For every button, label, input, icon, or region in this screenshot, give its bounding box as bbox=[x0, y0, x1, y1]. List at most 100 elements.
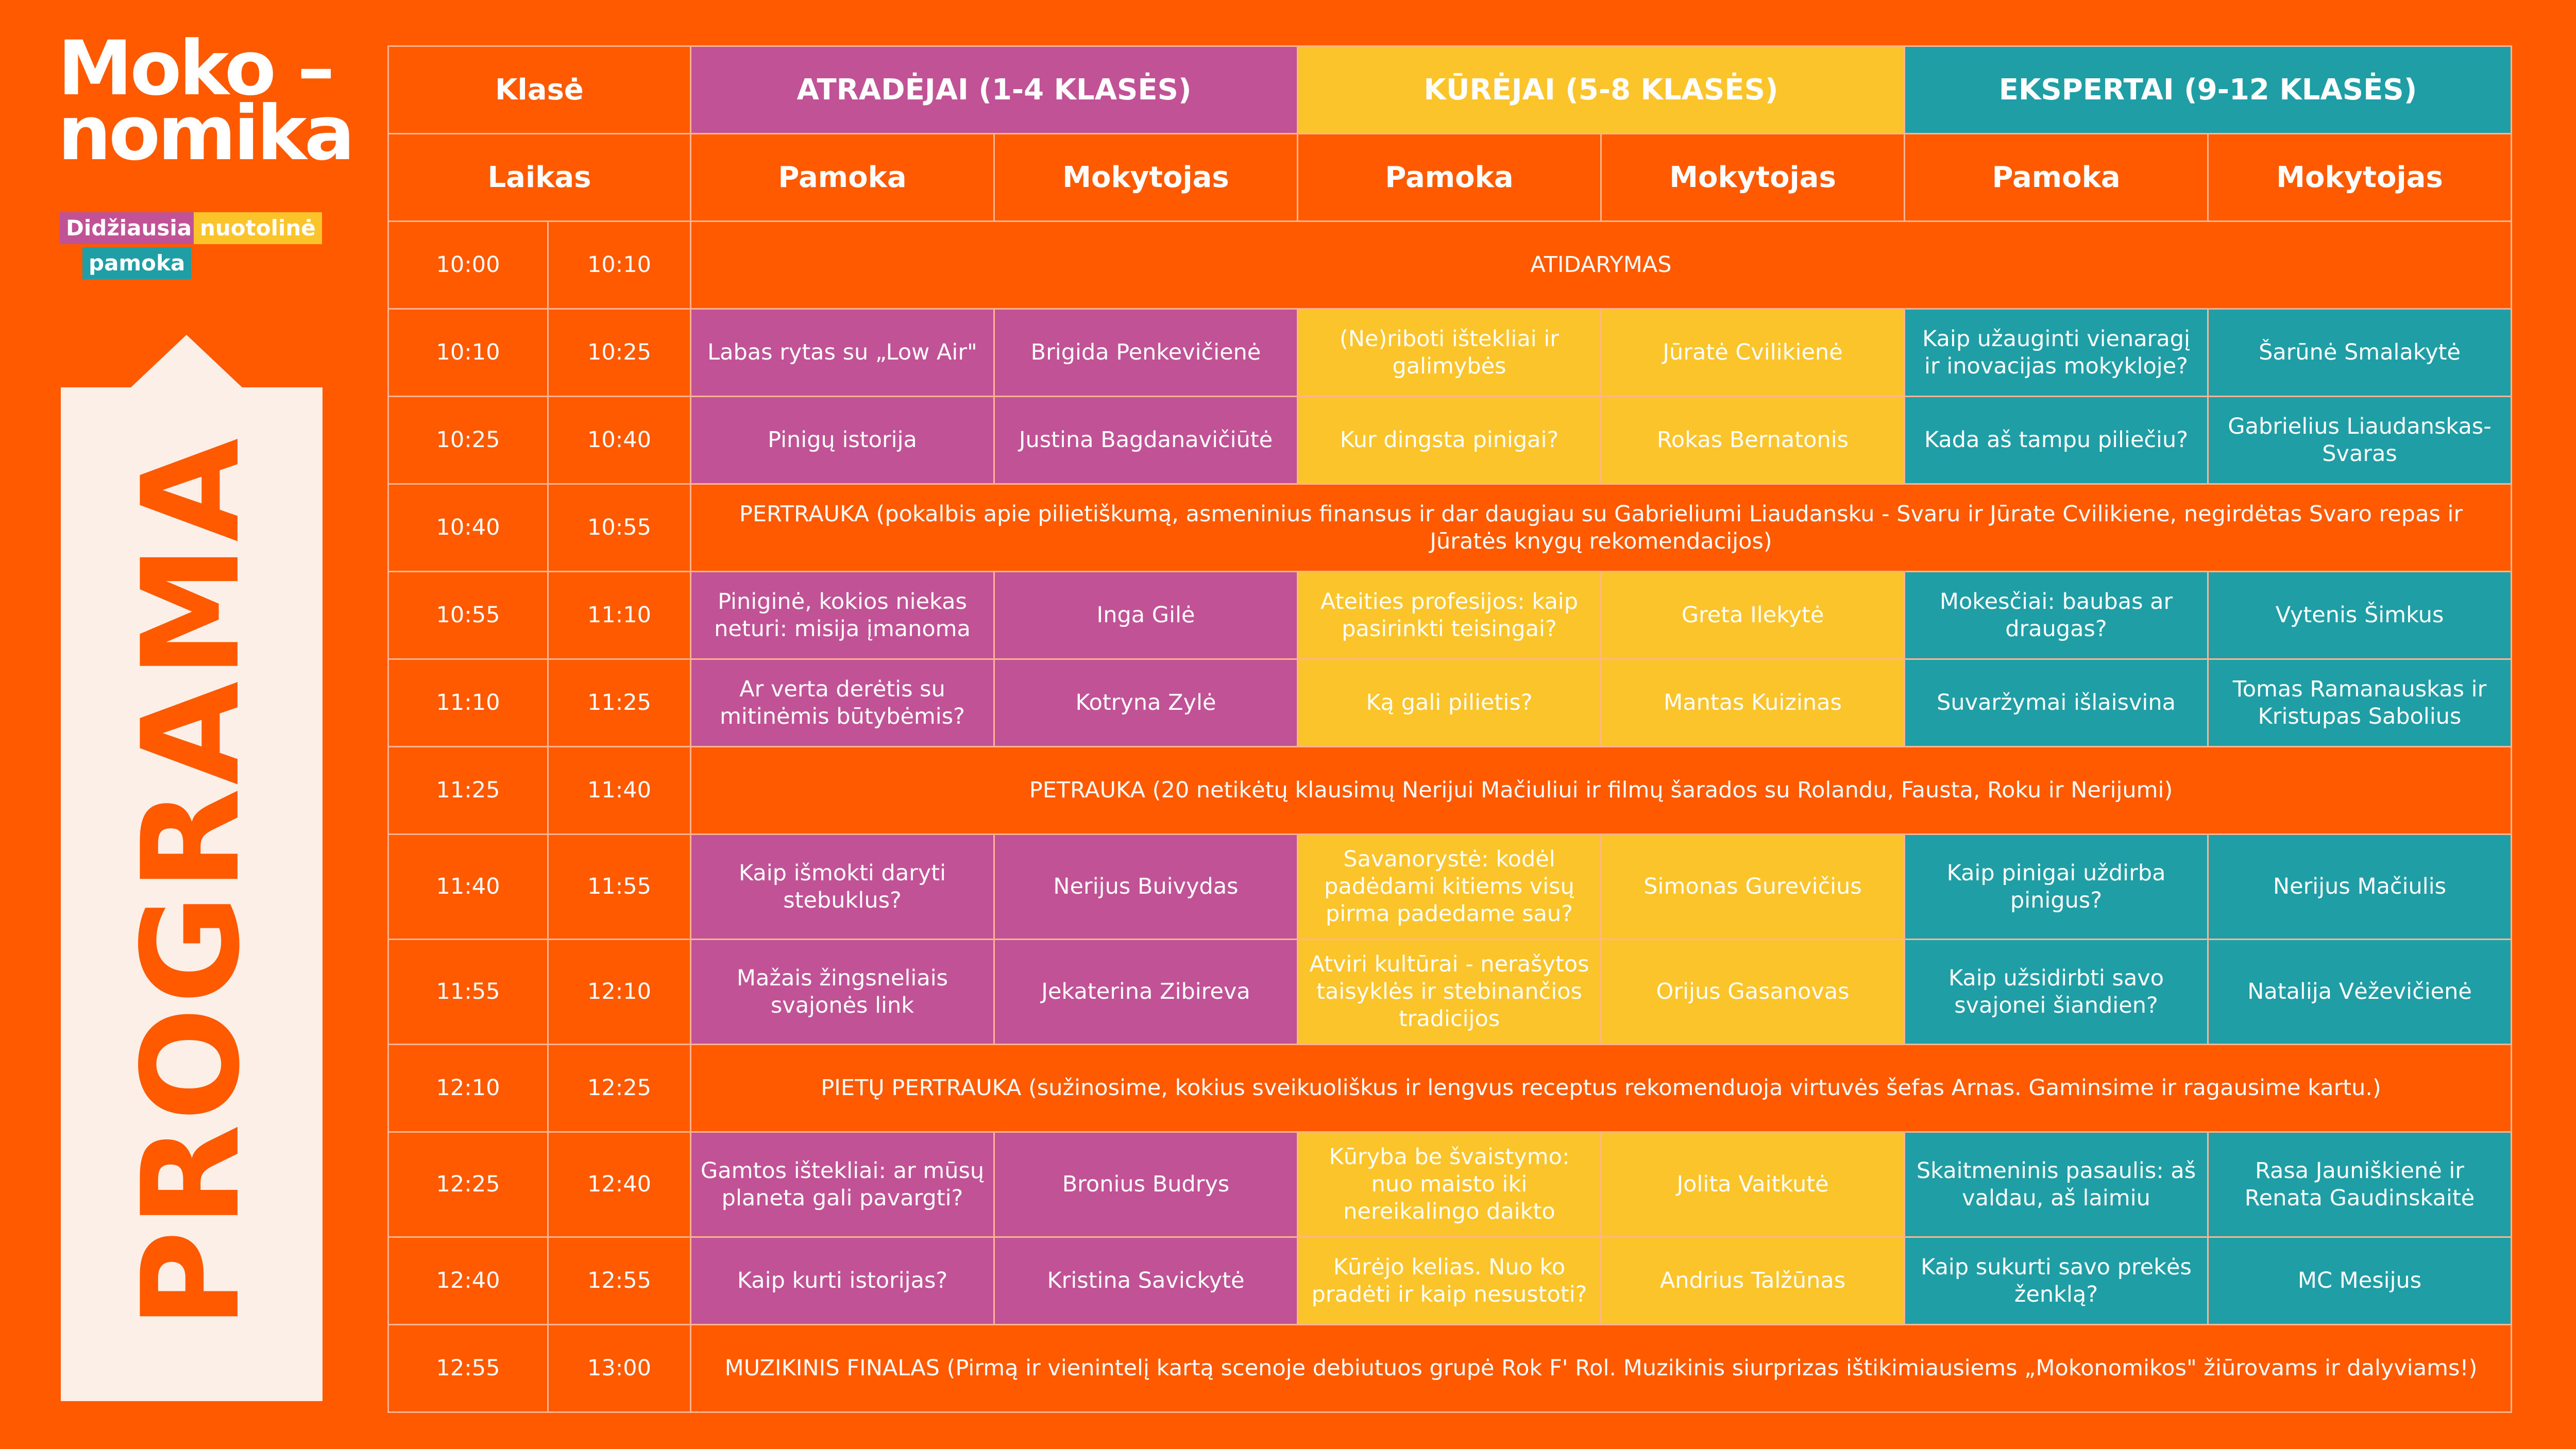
lesson-kurejai: Atviri kultūrai - nerašytos taisyklės ir… bbox=[1297, 939, 1602, 1045]
tag-didziausia: Didžiausia bbox=[60, 212, 198, 244]
lesson-atradejai: Pinigų istorija bbox=[690, 396, 995, 485]
schedule-row: 12:40 12:55 Kaip kurti istorijas? Kristina … bbox=[387, 1236, 2513, 1325]
break-row: 10:00 10:10 ATIDARYMAS bbox=[387, 220, 2513, 310]
teacher-kurejai: Rokas Bernatonis bbox=[1600, 396, 1906, 485]
lesson-kurejai: Ateities profesijos: kaip pasirinkti tei… bbox=[1297, 571, 1602, 660]
schedule-row: 11:40 11:55 Kaip išmokti daryti stebuklus?… bbox=[387, 833, 2513, 940]
lesson-kurejai: Savanorystė: kodėl padėdami kitiems visų… bbox=[1297, 833, 1602, 940]
lesson-ekspertai: Mokesčiai: baubas ar draugas? bbox=[1904, 571, 2209, 660]
lesson-atradejai: Kaip išmokti daryti stebuklus? bbox=[690, 833, 995, 940]
end-time: 12:10 bbox=[547, 939, 692, 1045]
end-time: 11:25 bbox=[547, 658, 692, 747]
header-pamoka: Pamoka bbox=[690, 133, 995, 222]
break-description: ATIDARYMAS bbox=[690, 220, 2513, 310]
tag-nuotoline: nuotolinė bbox=[194, 212, 322, 244]
teacher-atradejai: Kristina Savickytė bbox=[993, 1236, 1299, 1325]
start-time: 10:40 bbox=[387, 483, 549, 572]
teacher-ekspertai: Šarūnė Smalakytė bbox=[2207, 308, 2513, 397]
lesson-atradejai: Labas rytas su „Low Air" bbox=[690, 308, 995, 397]
teacher-ekspertai: Vytenis Šimkus bbox=[2207, 571, 2513, 660]
lesson-kurejai: Kur dingsta pinigai? bbox=[1297, 396, 1602, 485]
end-time: 11:55 bbox=[547, 833, 692, 940]
teacher-kurejai: Orijus Gasanovas bbox=[1600, 939, 1906, 1045]
end-time: 11:40 bbox=[547, 746, 692, 835]
schedule-row: 10:55 11:10 Piniginė, kokios niekas neturi… bbox=[387, 571, 2513, 660]
lesson-kurejai: Kūrėjo kelias. Nuo ko pradėti ir kaip ne… bbox=[1297, 1236, 1602, 1325]
lesson-kurejai: Kūryba be švaistymo: nuo maisto iki nere… bbox=[1297, 1131, 1602, 1238]
lesson-ekspertai: Skaitmeninis pasaulis: aš valdau, aš lai… bbox=[1904, 1131, 2209, 1238]
lesson-atradejai: Piniginė, kokios niekas neturi: misija į… bbox=[690, 571, 995, 660]
header-group-kurejai: KŪRĖJAI (5-8 KLASĖS) bbox=[1297, 45, 1906, 134]
end-time: 10:10 bbox=[547, 220, 692, 310]
teacher-atradejai: Brigida Penkevičienė bbox=[993, 308, 1299, 397]
start-time: 11:40 bbox=[387, 833, 549, 940]
lesson-ekspertai: Suvaržymai išlaisvina bbox=[1904, 658, 2209, 747]
teacher-kurejai: Simonas Gurevičius bbox=[1600, 833, 1906, 940]
lesson-atradejai: Kaip kurti istorijas? bbox=[690, 1236, 995, 1325]
lesson-atradejai: Ar verta derėtis su mitinėmis būtybėmis? bbox=[690, 658, 995, 747]
header-group-atradejai: ATRADĖJAI (1-4 KLASĖS) bbox=[690, 45, 1299, 134]
teacher-kurejai: Jolita Vaitkutė bbox=[1600, 1131, 1906, 1238]
header-row-columns: Laikas Pamoka Mokytojas Pamoka Mokytojas… bbox=[387, 133, 2513, 222]
start-time: 10:25 bbox=[387, 396, 549, 485]
logo-line-1: Moko – bbox=[58, 25, 335, 112]
teacher-kurejai: Greta Ilekytė bbox=[1600, 571, 1906, 660]
start-time: 10:10 bbox=[387, 308, 549, 397]
lesson-ekspertai: Kada aš tampu piliečiu? bbox=[1904, 396, 2209, 485]
break-row: 11:25 11:40 PETRAUKA (20 netikėtų klausimų… bbox=[387, 746, 2513, 835]
start-time: 11:55 bbox=[387, 939, 549, 1045]
header-mokytojas: Mokytojas bbox=[2207, 133, 2513, 222]
schedule-row: 11:55 12:10 Mažais žingsneliais svajonės l… bbox=[387, 939, 2513, 1045]
start-time: 12:55 bbox=[387, 1324, 549, 1413]
teacher-ekspertai: Gabrielius Liaudanskas-Svaras bbox=[2207, 396, 2513, 485]
end-time: 10:40 bbox=[547, 396, 692, 485]
lesson-atradejai: Mažais žingsneliais svajonės link bbox=[690, 939, 995, 1045]
teacher-ekspertai: Natalija Vėževičienė bbox=[2207, 939, 2513, 1045]
start-time: 10:55 bbox=[387, 571, 549, 660]
end-time: 11:10 bbox=[547, 571, 692, 660]
break-row: 12:55 13:00 MUZIKINIS FINALAS (Pirmą ir vi… bbox=[387, 1324, 2513, 1413]
break-description: MUZIKINIS FINALAS (Pirmą ir vienintelį k… bbox=[690, 1324, 2513, 1413]
break-row: 10:40 10:55 PERTRAUKA (pokalbis apie pilie… bbox=[387, 483, 2513, 572]
end-time: 12:40 bbox=[547, 1131, 692, 1238]
schedule-row: 10:25 10:40 Pinigų istorija Justina Bagdana… bbox=[387, 396, 2513, 485]
break-description: PERTRAUKA (pokalbis apie pilietiškumą, a… bbox=[690, 483, 2513, 572]
lesson-ekspertai: Kaip sukurti savo prekės ženklą? bbox=[1904, 1236, 2209, 1325]
header-klase: Klasė bbox=[387, 45, 692, 134]
teacher-atradejai: Justina Bagdanavičiūtė bbox=[993, 396, 1299, 485]
end-time: 13:00 bbox=[547, 1324, 692, 1413]
teacher-atradejai: Nerijus Buivydas bbox=[993, 833, 1299, 940]
lesson-ekspertai: Kaip pinigai uždirba pinigus? bbox=[1904, 833, 2209, 940]
lesson-ekspertai: Kaip užsidirbti savo svajonei šiandien? bbox=[1904, 939, 2209, 1045]
end-time: 10:25 bbox=[547, 308, 692, 397]
start-time: 12:10 bbox=[387, 1044, 549, 1133]
end-time: 12:25 bbox=[547, 1044, 692, 1133]
start-time: 11:10 bbox=[387, 658, 549, 747]
teacher-ekspertai: Tomas Ramanauskas ir Kristupas Sabolius bbox=[2207, 658, 2513, 747]
header-row-groups: Klasė ATRADĖJAI (1-4 KLASĖS) KŪRĖJAI (5-… bbox=[387, 45, 2513, 134]
break-row: 12:10 12:25 PIETŲ PERTRAUKA (sužinosime, k… bbox=[387, 1044, 2513, 1133]
teacher-atradejai: Kotryna Zylė bbox=[993, 658, 1299, 747]
tag-pamoka: pamoka bbox=[82, 247, 192, 279]
start-time: 12:25 bbox=[387, 1131, 549, 1238]
teacher-atradejai: Jekaterina Zibireva bbox=[993, 939, 1299, 1045]
schedule-row: 12:25 12:40 Gamtos ištekliai: ar mūsų plan… bbox=[387, 1131, 2513, 1238]
lesson-ekspertai: Kaip užauginti vienaragį ir inovacijas m… bbox=[1904, 308, 2209, 397]
teacher-ekspertai: Nerijus Mačiulis bbox=[2207, 833, 2513, 940]
header-mokytojas: Mokytojas bbox=[1600, 133, 1906, 222]
teacher-kurejai: Jūratė Cvilikienė bbox=[1600, 308, 1906, 397]
teacher-atradejai: Bronius Budrys bbox=[993, 1131, 1299, 1238]
program-banner bbox=[61, 387, 323, 1401]
teacher-kurejai: Andrius Talžūnas bbox=[1600, 1236, 1906, 1325]
break-description: PIETŲ PERTRAUKA (sužinosime, kokius svei… bbox=[690, 1044, 2513, 1133]
break-description: PETRAUKA (20 netikėtų klausimų Nerijui M… bbox=[690, 746, 2513, 835]
lesson-atradejai: Gamtos ištekliai: ar mūsų planeta gali p… bbox=[690, 1131, 995, 1238]
end-time: 12:55 bbox=[547, 1236, 692, 1325]
program-arrow-shape bbox=[130, 335, 243, 388]
schedule-row: 11:10 11:25 Ar verta derėtis su mitinėmis … bbox=[387, 658, 2513, 747]
header-pamoka: Pamoka bbox=[1297, 133, 1602, 222]
lesson-kurejai: (Ne)riboti ištekliai ir galimybės bbox=[1297, 308, 1602, 397]
program-title: PROGRAMA bbox=[114, 435, 269, 1329]
schedule-row: 10:10 10:25 Labas rytas su „Low Air" Brigid… bbox=[387, 308, 2513, 397]
schedule-table: Klasė ATRADĖJAI (1-4 KLASĖS) KŪRĖJAI (5-… bbox=[387, 45, 2513, 1413]
